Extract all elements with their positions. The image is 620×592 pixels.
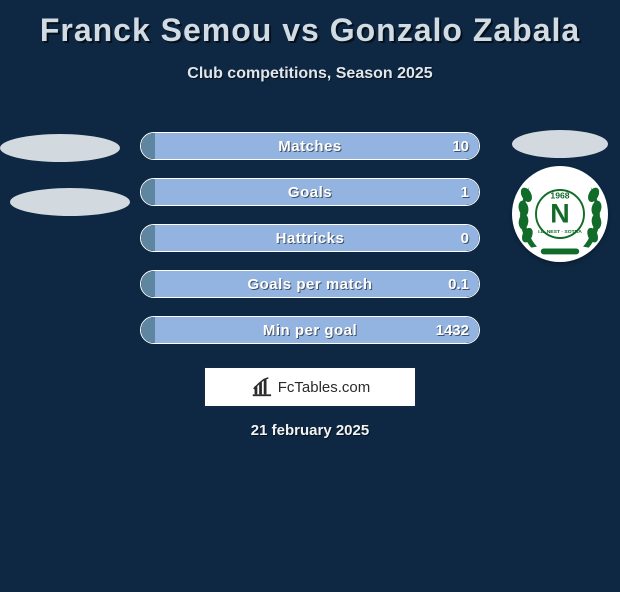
stat-bar: Hattricks 0 [140,224,480,252]
stat-bar-value: 1432 [436,322,469,339]
stat-bar-label: Min per goal [263,322,357,339]
bar-chart-icon [250,376,272,398]
stat-bar-value: 10 [452,138,469,155]
stat-bar: Matches 10 [140,132,480,160]
stat-bar-label: Goals [288,184,332,201]
page-subtitle: Club competitions, Season 2025 [0,65,620,83]
stat-bar-value: 0.1 [448,276,469,293]
attribution-text: FcTables.com [278,379,371,396]
stat-bar: Goals per match 0.1 [140,270,480,298]
stat-bar-value: 0 [461,230,469,247]
stat-bar-value: 1 [461,184,469,201]
stat-bar-label: Matches [278,138,342,155]
stat-bar: Goals 1 [140,178,480,206]
page-title: Franck Semou vs Gonzalo Zabala [0,12,620,49]
snapshot-date: 21 february 2025 [0,422,620,439]
stat-bar-label: Hattricks [276,230,345,247]
attribution-plate: FcTables.com [203,366,417,408]
stat-bar: Min per goal 1432 [140,316,480,344]
stat-bar-label: Goals per match [247,276,372,293]
stat-bars: Matches 10 Goals 1 Hattricks 0 Goals per… [0,132,620,344]
